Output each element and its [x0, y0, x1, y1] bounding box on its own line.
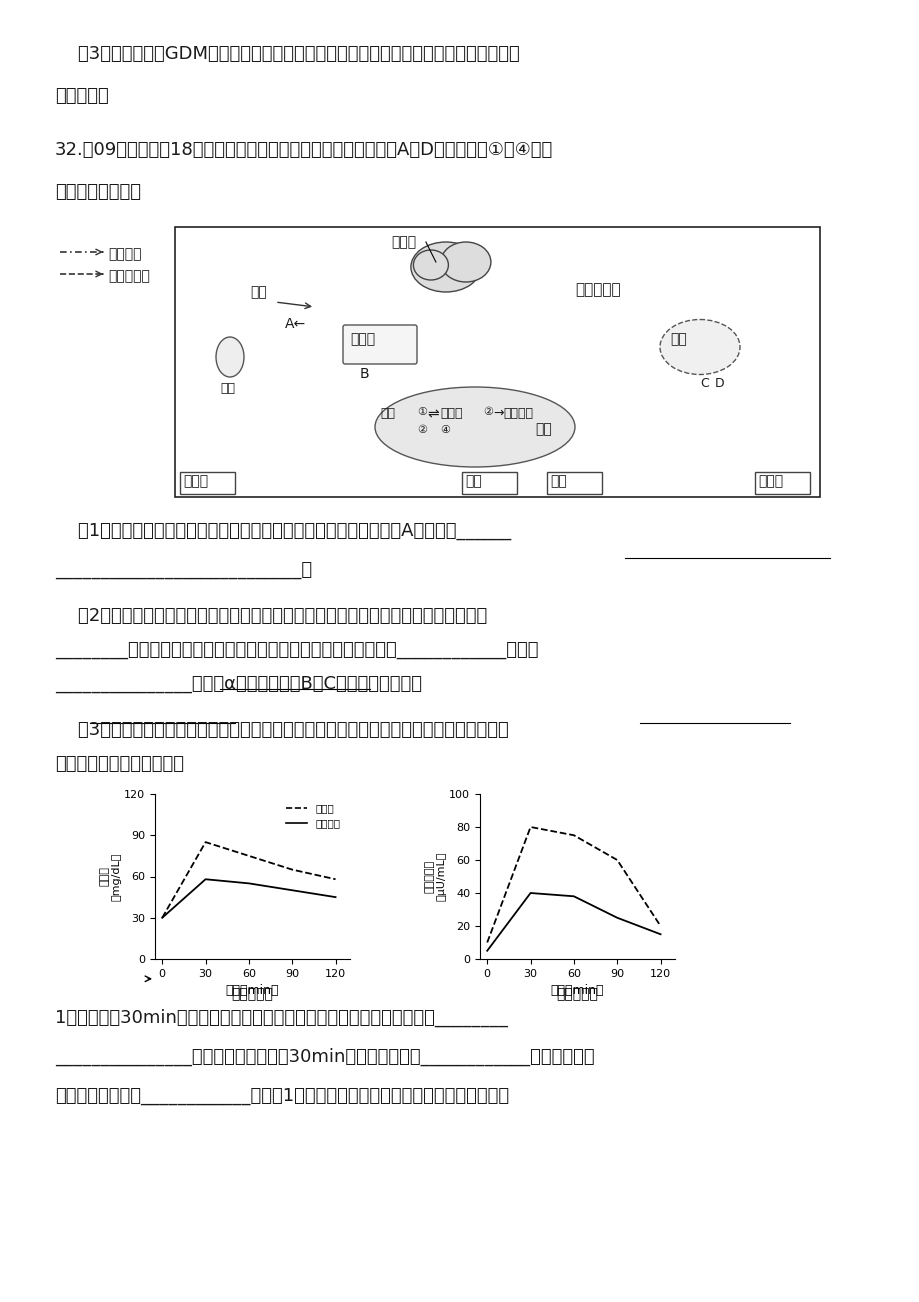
- 肥胖者: [482, 935, 493, 950]
- FancyBboxPatch shape: [546, 471, 602, 495]
- Text: →: →: [493, 408, 503, 421]
- 非肥胖者: [568, 888, 579, 904]
- Line: 肥胖者: 肥胖者: [487, 827, 660, 943]
- Text: ⇌: ⇌: [426, 408, 438, 421]
- Text: 胰岛素浓度，结果如下图：: 胰岛素浓度，结果如下图：: [55, 755, 184, 773]
- Text: ①: ①: [416, 408, 426, 417]
- X-axis label: 时间（min）: 时间（min）: [225, 984, 279, 997]
- Text: 副交感神经: 副交感神经: [108, 270, 150, 283]
- 非肥胖者: [525, 885, 536, 901]
- Text: 交感神经: 交感神经: [108, 247, 142, 260]
- Text: （3）相当一部分GDM患者在产后会康复。请简述康复后她们体内血糖水平偏高时的血糖: （3）相当一部分GDM患者在产后会康复。请简述康复后她们体内血糖水平偏高时的血糖: [55, 46, 519, 62]
- 肥胖者: [525, 819, 536, 835]
- Ellipse shape: [411, 242, 481, 292]
- Ellipse shape: [659, 319, 739, 375]
- Ellipse shape: [440, 242, 491, 283]
- 非肥胖者: [156, 910, 167, 926]
- 非肥胖者: [199, 871, 210, 887]
- Text: A←: A←: [285, 316, 306, 331]
- Text: 糖原: 糖原: [380, 408, 394, 421]
- Bar: [175, 227, 819, 497]
- Text: ②: ②: [482, 408, 493, 417]
- Text: （1）下丘脑在维持人体水和电解质平衡中起重要作用，上图中激素A的名称是______: （1）下丘脑在维持人体水和电解质平衡中起重要作用，上图中激素A的名称是_____…: [55, 522, 511, 540]
- Text: 肾上腺: 肾上腺: [349, 332, 375, 346]
- Text: ________的反射性兴奋，并由神经调节肝脏的代谢；另一方面经由____________，促进: ________的反射性兴奋，并由神经调节肝脏的代谢；另一方面经由_______…: [55, 641, 538, 659]
- 肥胖者: [199, 835, 210, 850]
- Text: 血糖: 血糖: [464, 474, 482, 488]
- Y-axis label: 胰岛素浓度
（μU/mL）: 胰岛素浓度 （μU/mL）: [425, 852, 446, 901]
- Text: 调节过程。: 调节过程。: [55, 87, 108, 105]
- Text: 细胞内的反应过程____________（填图1中的数字序号）显著加强，使血糖恢复正常。: 细胞内的反应过程____________（填图1中的数字序号）显著加强，使血糖恢…: [55, 1087, 508, 1105]
- Text: C: C: [699, 378, 708, 391]
- Text: D: D: [714, 378, 724, 391]
- Text: B: B: [359, 367, 369, 381]
- Text: 肝脏: 肝脏: [535, 422, 551, 436]
- FancyBboxPatch shape: [343, 326, 416, 365]
- Line: 非肥胖者: 非肥胖者: [487, 893, 660, 950]
- Text: （2）饥饿状态下，导致血糖升高的神经调节过程是：低血糖刺激下丘脑，一方面引起: （2）饥饿状态下，导致血糖升高的神经调节过程是：低血糖刺激下丘脑，一方面引起: [55, 607, 487, 625]
- 非肥胖者: [330, 889, 341, 905]
- Text: 血管: 血管: [550, 474, 566, 488]
- Text: 脂油三脂: 脂油三脂: [503, 408, 532, 421]
- Y-axis label: 血糖值
（mg/dL）: 血糖值 （mg/dL）: [99, 853, 121, 901]
- X-axis label: 时间（min）: 时间（min）: [550, 984, 604, 997]
- 肥胖者: [330, 871, 341, 887]
- 肥胖者: [287, 862, 298, 878]
- Text: （3）给成年的肥胖者和非肥胖者一次性口服足量的浓葡萄糖溶液后，测定血液中葡萄糖和: （3）给成年的肥胖者和非肥胖者一次性口服足量的浓葡萄糖溶液后，测定血液中葡萄糖和: [55, 721, 508, 740]
- 非肥胖者: [287, 883, 298, 898]
- Text: 32.（09上海卷）（18分）下图表示下丘脑参与的部分调节过程，A～D代表激素，①～④表示: 32.（09上海卷）（18分）下图表示下丘脑参与的部分调节过程，A～D代表激素，…: [55, 141, 552, 159]
- Text: _______________方式被吸收入血液。30min后，在较高浓度____________的调节下，肝: _______________方式被吸收入血液。30min后，在较高浓度____…: [55, 1048, 594, 1066]
- Text: 下丘脑: 下丘脑: [391, 234, 415, 249]
- 非肥胖者: [482, 943, 493, 958]
- Ellipse shape: [216, 337, 244, 378]
- Text: 延髓糖中枢: 延髓糖中枢: [574, 283, 619, 297]
- Text: ②: ②: [416, 424, 426, 435]
- 肥胖者: [611, 853, 622, 868]
- 肥胖者: [654, 918, 665, 934]
- FancyBboxPatch shape: [461, 471, 516, 495]
- 肥胖者: [244, 848, 255, 863]
- Text: 垂体: 垂体: [250, 285, 267, 299]
- Text: 低血糖: 低血糖: [183, 474, 208, 488]
- Text: 胰腺: 胰腺: [669, 332, 686, 346]
- Ellipse shape: [375, 387, 574, 467]
- Text: ___________________________。: ___________________________。: [55, 561, 312, 579]
- FancyBboxPatch shape: [179, 471, 235, 495]
- Text: 过程。据图回答。: 过程。据图回答。: [55, 184, 141, 201]
- Text: 口服葡萄糖: 口服葡萄糖: [556, 987, 597, 1001]
- Text: 葡萄糖: 葡萄糖: [439, 408, 462, 421]
- 非肥胖者: [244, 875, 255, 891]
- 非肥胖者: [611, 910, 622, 926]
- Text: 口服葡萄糖: 口服葡萄糖: [232, 987, 273, 1001]
- 肥胖者: [156, 910, 167, 926]
- Text: 高血糖: 高血糖: [757, 474, 782, 488]
- Text: 1）开始时的30min内，血糖上升的直接原因主要是小肠腔中的葡萄糖通过________: 1）开始时的30min内，血糖上升的直接原因主要是小肠腔中的葡萄糖通过_____…: [55, 1009, 507, 1027]
- Text: ④: ④: [439, 424, 449, 435]
- Legend: 肥胖者, 非肥胖者: 肥胖者, 非肥胖者: [282, 799, 345, 833]
- FancyBboxPatch shape: [754, 471, 810, 495]
- Text: _______________和胰岛α细胞分泌激素B和C，以协同升血糖。: _______________和胰岛α细胞分泌激素B和C，以协同升血糖。: [55, 674, 422, 693]
- Ellipse shape: [413, 250, 448, 280]
- 非肥胖者: [654, 927, 665, 943]
- Text: 肾脏: 肾脏: [220, 381, 234, 395]
- Line: 非肥胖者: 非肥胖者: [162, 879, 335, 918]
- 肥胖者: [568, 828, 579, 844]
- Line: 肥胖者: 肥胖者: [162, 842, 335, 918]
